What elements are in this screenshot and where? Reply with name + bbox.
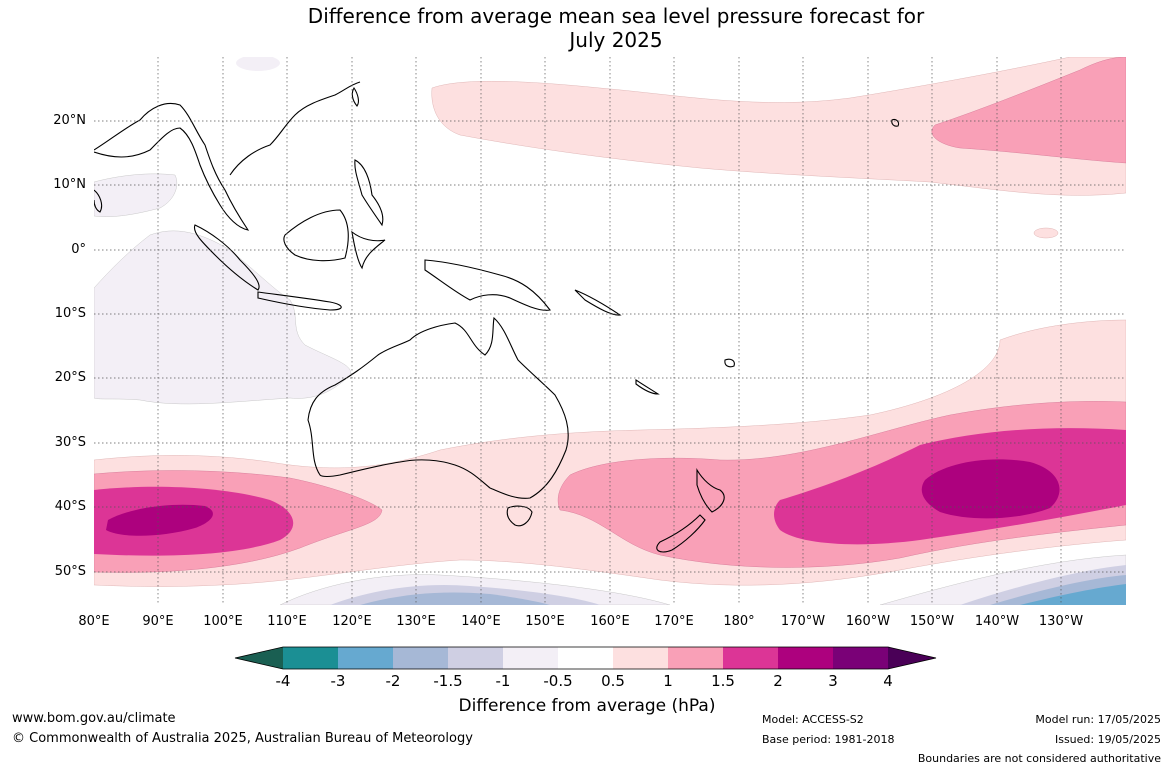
colorbar-swatch xyxy=(558,647,613,669)
colorbar-swatch xyxy=(833,647,888,669)
coast-sumatra xyxy=(193,224,260,291)
colorbar xyxy=(234,646,937,670)
coast-india-tip xyxy=(94,189,103,213)
lon-label-100e: 100°E xyxy=(203,614,243,629)
colorbar-swatch xyxy=(448,647,503,669)
footer-model: Model: ACCESS-S2 xyxy=(762,713,864,726)
colorbar-tick-label: -4 xyxy=(275,672,291,690)
colorbar-tick-label: 1 xyxy=(663,672,673,690)
colorbar-swatch xyxy=(778,647,833,669)
colorbar-swatch xyxy=(393,647,448,669)
colorbar-extend-high xyxy=(888,647,936,669)
lon-label-160e: 160°E xyxy=(590,614,630,629)
colorbar-extend-low xyxy=(235,647,283,669)
footer-base-period: Base period: 1981-2018 xyxy=(762,733,895,746)
coast-sulawesi xyxy=(351,230,386,270)
footer-copyright: © Commonwealth of Australia 2025, Austra… xyxy=(12,731,473,746)
lon-label-110e: 110°E xyxy=(267,614,307,629)
colorbar-title: Difference from average (hPa) xyxy=(458,696,716,716)
anomaly-pos-small-central xyxy=(1033,227,1059,239)
graticule xyxy=(94,57,1126,605)
colorbar-swatch xyxy=(283,647,338,669)
map-title-line2: July 2025 xyxy=(569,28,663,52)
lat-label-0: 0° xyxy=(71,242,86,257)
lat-label-10s: 10°S xyxy=(54,306,86,321)
coast-hawaii xyxy=(891,118,900,127)
lat-label-30s: 30°S xyxy=(54,435,86,450)
colorbar-tick-label: 2 xyxy=(773,672,783,690)
colorbar-tick-label: -1 xyxy=(495,672,511,690)
coast-java xyxy=(257,291,342,311)
lon-label-150e: 150°E xyxy=(525,614,565,629)
anomaly-pos-1-north xyxy=(931,57,1126,164)
colorbar-tick-label: 4 xyxy=(883,672,893,690)
coast-nz-north xyxy=(696,468,725,513)
colorbar-swatch xyxy=(338,647,393,669)
anomaly-neg-2-south xyxy=(360,592,550,605)
lon-label-140e: 140°E xyxy=(461,614,501,629)
colorbar-tick-label: -0.5 xyxy=(543,672,573,690)
lat-label-40s: 40°S xyxy=(54,499,86,514)
colorbar-tick-label: 0.5 xyxy=(601,672,625,690)
colorbar-tick-label: -2 xyxy=(385,672,401,690)
lon-label-150w: 150°W xyxy=(909,614,955,629)
lat-label-20n: 20°N xyxy=(53,113,86,128)
coast-australia xyxy=(307,316,569,499)
coast-solomons xyxy=(574,289,622,316)
coast-borneo xyxy=(283,209,349,262)
lon-label-170w: 170°W xyxy=(780,614,826,629)
footer-website: www.bom.gov.au/climate xyxy=(12,711,176,726)
lon-label-80e: 80°E xyxy=(78,614,110,629)
coastlines xyxy=(94,81,900,553)
anomaly-pos-0.5-north xyxy=(431,57,1126,196)
footer-disclaimer: Boundaries are not considered authoritat… xyxy=(917,752,1161,765)
colorbar-swatch xyxy=(613,647,668,669)
colorbar-swatch xyxy=(668,647,723,669)
anomaly-neg-2-southeast xyxy=(1020,584,1126,605)
coast-philippines xyxy=(354,159,384,227)
lon-label-130e: 130°E xyxy=(396,614,436,629)
colorbar-tick-label: 3 xyxy=(828,672,838,690)
colorbar-swatch xyxy=(723,647,778,669)
lat-label-10n: 10°N xyxy=(53,177,86,192)
coast-taiwan xyxy=(351,86,359,107)
coast-tasmania xyxy=(506,505,533,527)
lat-label-20s: 20°S xyxy=(54,370,86,385)
coast-nz-south xyxy=(656,514,706,553)
lon-label-180: 180° xyxy=(723,614,755,629)
map-title: Difference from average mean sea level p… xyxy=(0,4,1173,52)
lon-label-160w: 160°W xyxy=(845,614,891,629)
lon-label-90e: 90°E xyxy=(142,614,174,629)
colorbar-tick-label: 1.5 xyxy=(711,672,735,690)
coast-fiji xyxy=(724,358,735,368)
lat-label-50s: 50°S xyxy=(54,564,86,579)
colorbar-tick-label: -3 xyxy=(330,672,346,690)
map-frame xyxy=(94,57,1126,605)
lon-label-120e: 120°E xyxy=(332,614,372,629)
coast-new-guinea xyxy=(424,259,551,311)
colorbar-tick-label: -1.5 xyxy=(433,672,463,690)
anomaly-pos-2-south-east xyxy=(921,459,1060,519)
anomaly-neg-0.5-bob xyxy=(94,173,178,217)
map-title-line1: Difference from average mean sea level p… xyxy=(307,4,925,28)
coast-new-caledonia xyxy=(635,378,660,395)
coast-asia-mainland xyxy=(94,81,361,231)
anomaly-pos-2-south-west xyxy=(106,504,213,536)
lon-label-130w: 130°W xyxy=(1038,614,1084,629)
footer-issued: Issued: 19/05/2025 xyxy=(1054,733,1161,746)
lon-label-170e: 170°E xyxy=(654,614,694,629)
colorbar-swatch xyxy=(503,647,558,669)
lon-label-140w: 140°W xyxy=(974,614,1020,629)
colorbar-outline xyxy=(234,646,937,670)
footer-model-run: Model run: 17/05/2025 xyxy=(1035,713,1161,726)
anomaly-neg-small-top xyxy=(236,57,280,71)
